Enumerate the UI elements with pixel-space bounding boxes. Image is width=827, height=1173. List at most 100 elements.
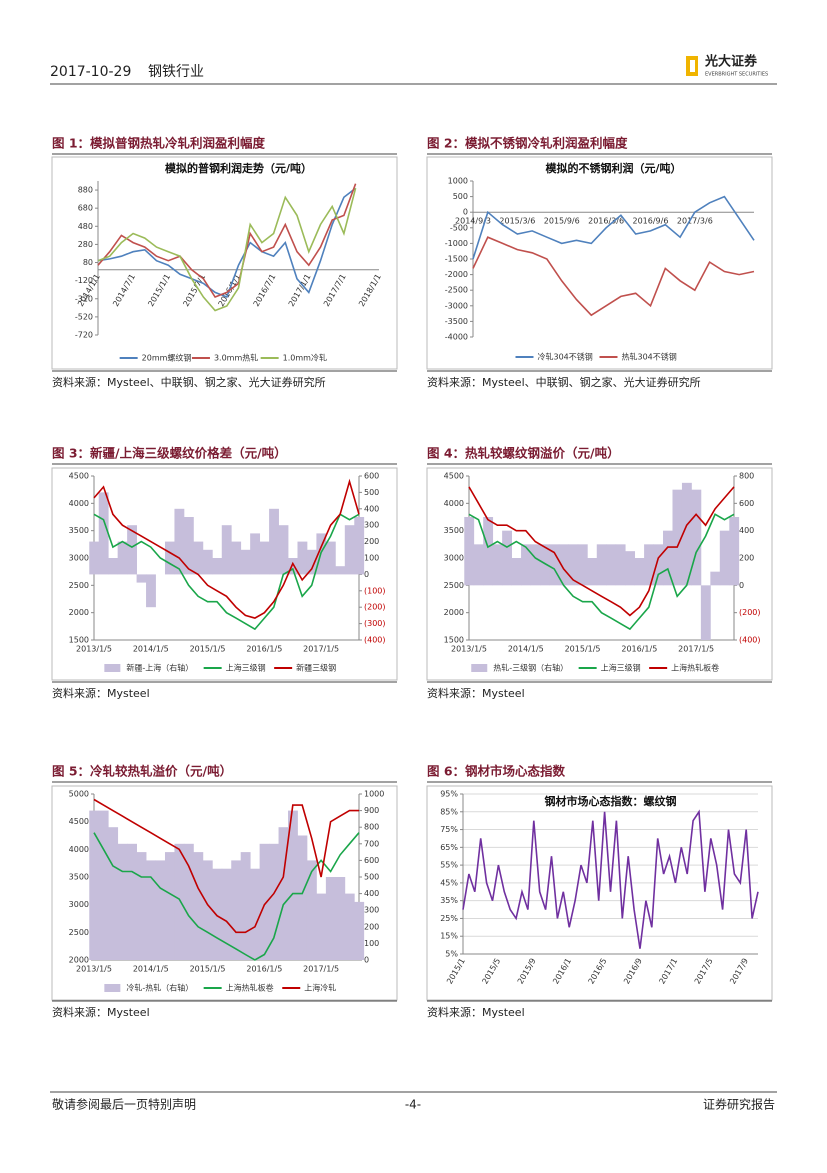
area-segment <box>653 544 664 586</box>
area-segment <box>146 574 156 608</box>
area-segment <box>335 566 346 575</box>
y-tick-label: -320 <box>75 294 93 303</box>
y-tick-label: 2000 <box>444 608 464 617</box>
chart-title: 模拟的普钢利润走势（元/吨） <box>165 161 312 175</box>
figure-caption: 图 1：模拟普钢热轧冷轧利润盈利幅度 <box>52 136 266 151</box>
series-line <box>97 183 357 298</box>
area-segment <box>644 544 654 586</box>
legend-label: 上海三级钢 <box>601 663 641 673</box>
y-tick-label: 2000 <box>69 956 89 965</box>
legend-label: 冷轧304不锈钢 <box>538 352 593 362</box>
chart-frame <box>426 467 773 681</box>
area-segment <box>89 810 100 960</box>
series-line <box>472 195 755 260</box>
area-segment <box>98 810 109 960</box>
y-tick-label: 80 <box>83 258 93 267</box>
area-segment <box>335 877 346 960</box>
area-segment <box>146 860 156 960</box>
x-tick-label: 2013/1/5 <box>76 965 112 974</box>
y2-tick-label: 900 <box>364 806 379 815</box>
figure-caption: 图 4：热轧较螺纹钢溢价（元/吨） <box>427 446 620 461</box>
area-segment <box>164 541 175 575</box>
area-segment <box>577 544 588 586</box>
area-segment <box>127 525 137 575</box>
y-tick-label: 25% <box>440 914 458 923</box>
x-tick-label: 2015/9 <box>516 957 538 986</box>
area-segment <box>297 835 308 960</box>
area-segment <box>502 530 512 586</box>
area-segment <box>596 544 607 586</box>
area-segment <box>155 860 166 960</box>
legend-label: 冷轧-热轧（右轴） <box>126 983 193 993</box>
area-segment <box>344 893 355 960</box>
area-segment <box>729 517 740 586</box>
figure-source: 资料来源：Mysteel <box>427 686 525 700</box>
y2-tick-label: 0 <box>364 570 369 579</box>
series-line <box>97 187 357 299</box>
y-tick-label: 3000 <box>69 900 89 909</box>
chart-title: 钢材市场心态指数：螺纹钢 <box>545 794 677 808</box>
y-tick-label: 2000 <box>69 608 89 617</box>
figure-source: 资料来源：Mysteel <box>52 1005 150 1019</box>
area-segment <box>250 868 261 960</box>
y2-tick-label: 400 <box>739 526 754 535</box>
area-segment <box>483 517 494 586</box>
y2-tick-label: 400 <box>364 889 379 898</box>
x-tick-label: 2017/5 <box>693 957 715 986</box>
y2-tick-label: 0 <box>364 956 369 965</box>
area-segment <box>108 558 119 575</box>
y-tick-label: 65% <box>440 843 458 852</box>
area-segment <box>183 517 194 575</box>
area-segment <box>221 868 232 960</box>
y2-tick-label: 600 <box>739 499 754 508</box>
x-tick-label: 2017/9 <box>728 957 750 986</box>
area-segment <box>325 541 336 575</box>
logo-en: EVERBRIGHT SECURITIES <box>705 72 768 78</box>
area-segment <box>297 541 308 575</box>
y2-tick-label: (200) <box>364 603 386 612</box>
area-segment <box>231 860 242 960</box>
y2-tick-label: (400) <box>364 636 386 645</box>
area-segment <box>530 544 541 586</box>
y2-tick-label: 600 <box>364 856 379 865</box>
y-tick-label: 95% <box>440 790 458 799</box>
figure-caption: 图 6：钢材市场心态指数 <box>427 764 566 779</box>
legend-label: 上海热轧板卷 <box>671 663 719 673</box>
area-segment <box>691 489 702 586</box>
legend-swatch <box>104 984 121 992</box>
series-line <box>468 486 735 617</box>
y-tick-label: -120 <box>75 276 93 285</box>
y2-tick-label: 100 <box>364 939 379 948</box>
y-tick-label: 880 <box>78 186 93 195</box>
y-tick-label: 3500 <box>69 526 89 535</box>
area-segment <box>325 877 336 960</box>
series-line <box>93 798 359 934</box>
footer-label: 证券研究报告 <box>703 1097 775 1112</box>
y-tick-label: 3500 <box>444 526 464 535</box>
y-tick-label: -1000 <box>445 239 468 248</box>
x-tick-label: 2016/1/5 <box>246 965 282 974</box>
legend-label: 1.0mm冷轧 <box>283 353 327 363</box>
y-tick-label: 280 <box>78 240 93 249</box>
area-segment <box>202 860 213 960</box>
y2-tick-label: 500 <box>364 873 379 882</box>
legend-label: 上海冷轧 <box>304 983 336 993</box>
y-tick-label: 2500 <box>69 928 89 937</box>
legend-swatch <box>104 664 121 672</box>
area-segment <box>625 551 636 586</box>
area-segment <box>354 517 365 575</box>
x-tick-label: 2017/7/1 <box>322 273 348 309</box>
y2-tick-label: 500 <box>364 488 379 497</box>
legend-swatch <box>471 664 488 672</box>
area-segment <box>288 558 298 575</box>
area-segment <box>174 508 185 575</box>
y-tick-label: -500 <box>450 223 468 232</box>
y2-tick-label: 700 <box>364 839 379 848</box>
area-segment <box>202 549 213 575</box>
x-tick-label: 2013/1/5 <box>451 645 487 654</box>
legend-label: 新疆三级钢 <box>296 663 336 673</box>
x-tick-label: 2014/7/1 <box>111 273 137 309</box>
area-segment <box>259 843 270 960</box>
figure-caption: 图 5：冷轧较热轧溢价（元/吨） <box>52 764 232 779</box>
area-segment <box>521 544 531 586</box>
